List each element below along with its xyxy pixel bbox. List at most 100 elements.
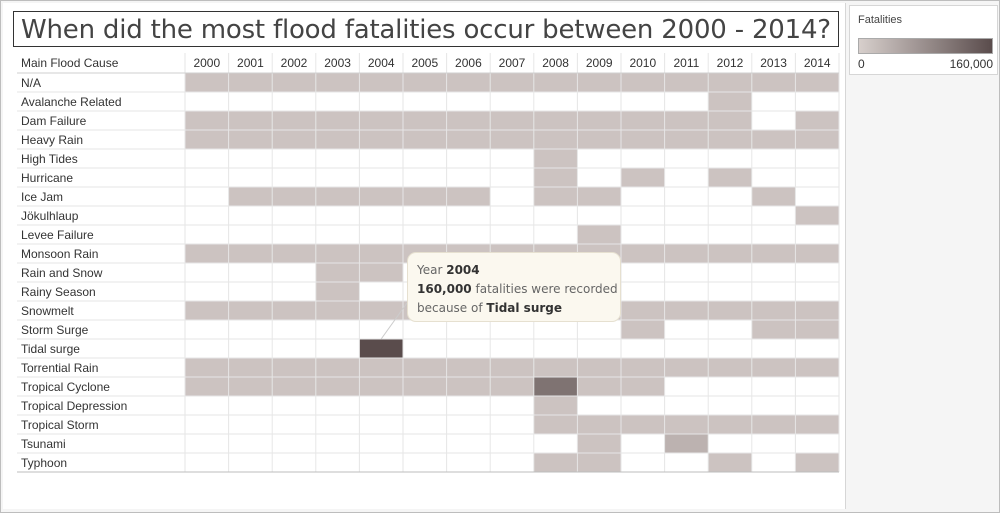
heatmap-cell [490,130,534,149]
heatmap-cell [185,358,229,377]
heatmap-cell [490,377,534,396]
heatmap-cell [446,358,491,377]
heatmap-cell [359,111,403,130]
row-cause-label: Typhoon [21,456,67,470]
row-cause-label: N/A [21,76,41,90]
heatmap-cell [708,111,752,130]
tooltip-year-label: Year [417,263,443,277]
heatmap-cell [359,244,403,263]
heatmap-cell [577,187,621,206]
row-cause-label: Tidal surge [21,342,80,356]
row-cause-label: Ice Jam [21,190,63,204]
heatmap-cell [795,453,839,472]
column-year-label: 2004 [368,56,395,70]
row-cause-label: Jökulhlaup [21,209,79,223]
heatmap-cell [533,415,578,434]
heatmap-cell [446,111,491,130]
tooltip-line-cause: because of Tidal surge [417,299,620,318]
heatmap-cell [359,187,403,206]
column-year-label: 2002 [281,56,308,70]
heatmap-cell [795,111,839,130]
color-legend: Fatalities 0 160,000 [849,5,998,75]
column-year-label: 2013 [760,56,787,70]
heatmap-cell [490,73,534,92]
heatmap-cell [185,73,229,92]
heatmap-cell [185,130,229,149]
heatmap-cell [185,244,229,263]
heatmap-cell [533,187,578,206]
heatmap-cell [403,111,447,130]
legend-gradient-bar [858,38,993,54]
row-cause-label: Tropical Storm [21,418,99,432]
tooltip-cause-value: Tidal surge [486,301,563,315]
tooltip-line-year: Year 2004 [417,261,620,280]
row-cause-label: Storm Surge [21,323,89,337]
heatmap-cell [446,377,491,396]
heatmap-cell [228,73,273,92]
row-cause-label: Torrential Rain [21,361,98,375]
heatmap-cell [751,320,796,339]
heatmap-cell [272,130,316,149]
column-year-label: 2008 [542,56,569,70]
heatmap-cell [315,358,360,377]
page-title: When did the most flood fatalities occur… [21,15,831,45]
row-cause-label: Avalanche Related [21,95,122,109]
heatmap-cell [533,377,578,396]
row-cause-label: Monsoon Rain [21,247,98,261]
row-cause-label: Snowmelt [21,304,74,318]
heatmap-cell [490,358,534,377]
heatmap-cell [359,377,403,396]
heatmap-cell [708,73,752,92]
tooltip: Year 2004 160,000 fatalities were record… [407,252,621,322]
heatmap-cell [228,377,273,396]
row-cause-label: Hurricane [21,171,73,185]
heatmap-cell [490,111,534,130]
heatmap-cell [621,415,665,434]
heatmap-cell [315,263,360,282]
heatmap-cell [621,73,665,92]
heatmap-cell [315,244,360,263]
heatmap-cell [621,130,665,149]
heatmap-cell [621,301,665,320]
heatmap-cell [795,244,839,263]
heatmap-cell [446,130,491,149]
row-cause-label: High Tides [21,152,78,166]
row-cause-label: Tropical Cyclone [21,380,110,394]
row-cause-label: Tsunami [21,437,66,451]
heatmap-cell [272,377,316,396]
column-year-label: 2007 [499,56,526,70]
heatmap-cell [359,339,403,358]
heatmap-cell [359,130,403,149]
heatmap-cell [621,377,665,396]
row-cause-label: Levee Failure [21,228,94,242]
heatmap-cell [621,320,665,339]
heatmap-cell [795,206,839,225]
heatmap-cell [795,320,839,339]
heatmap-cell [359,358,403,377]
tooltip-cause-prefix: because of [417,301,483,315]
heatmap-cell [795,130,839,149]
row-cause-label: Heavy Rain [21,133,83,147]
heatmap-cell [795,358,839,377]
heatmap-cell [751,130,796,149]
heatmap-cell [621,244,665,263]
heatmap-cell [577,111,621,130]
heatmap-cell [533,111,578,130]
heatmap-cell [446,73,491,92]
legend-max-label: 160,000 [949,57,993,71]
column-year-label: 2000 [193,56,220,70]
heatmap-cell [228,130,273,149]
column-year-label: 2014 [804,56,831,70]
heatmap-cell [315,111,360,130]
heatmap-cell [751,301,796,320]
heatmap-cell [533,149,578,168]
heatmap-cell [403,130,447,149]
legend-title: Fatalities [858,14,903,26]
tooltip-year-value: 2004 [446,263,480,277]
title-box: When did the most flood fatalities occur… [13,11,839,47]
heatmap-cell [228,187,273,206]
heatmap-cell [708,301,752,320]
heatmap-cell [751,73,796,92]
heatmap-cell [315,73,360,92]
